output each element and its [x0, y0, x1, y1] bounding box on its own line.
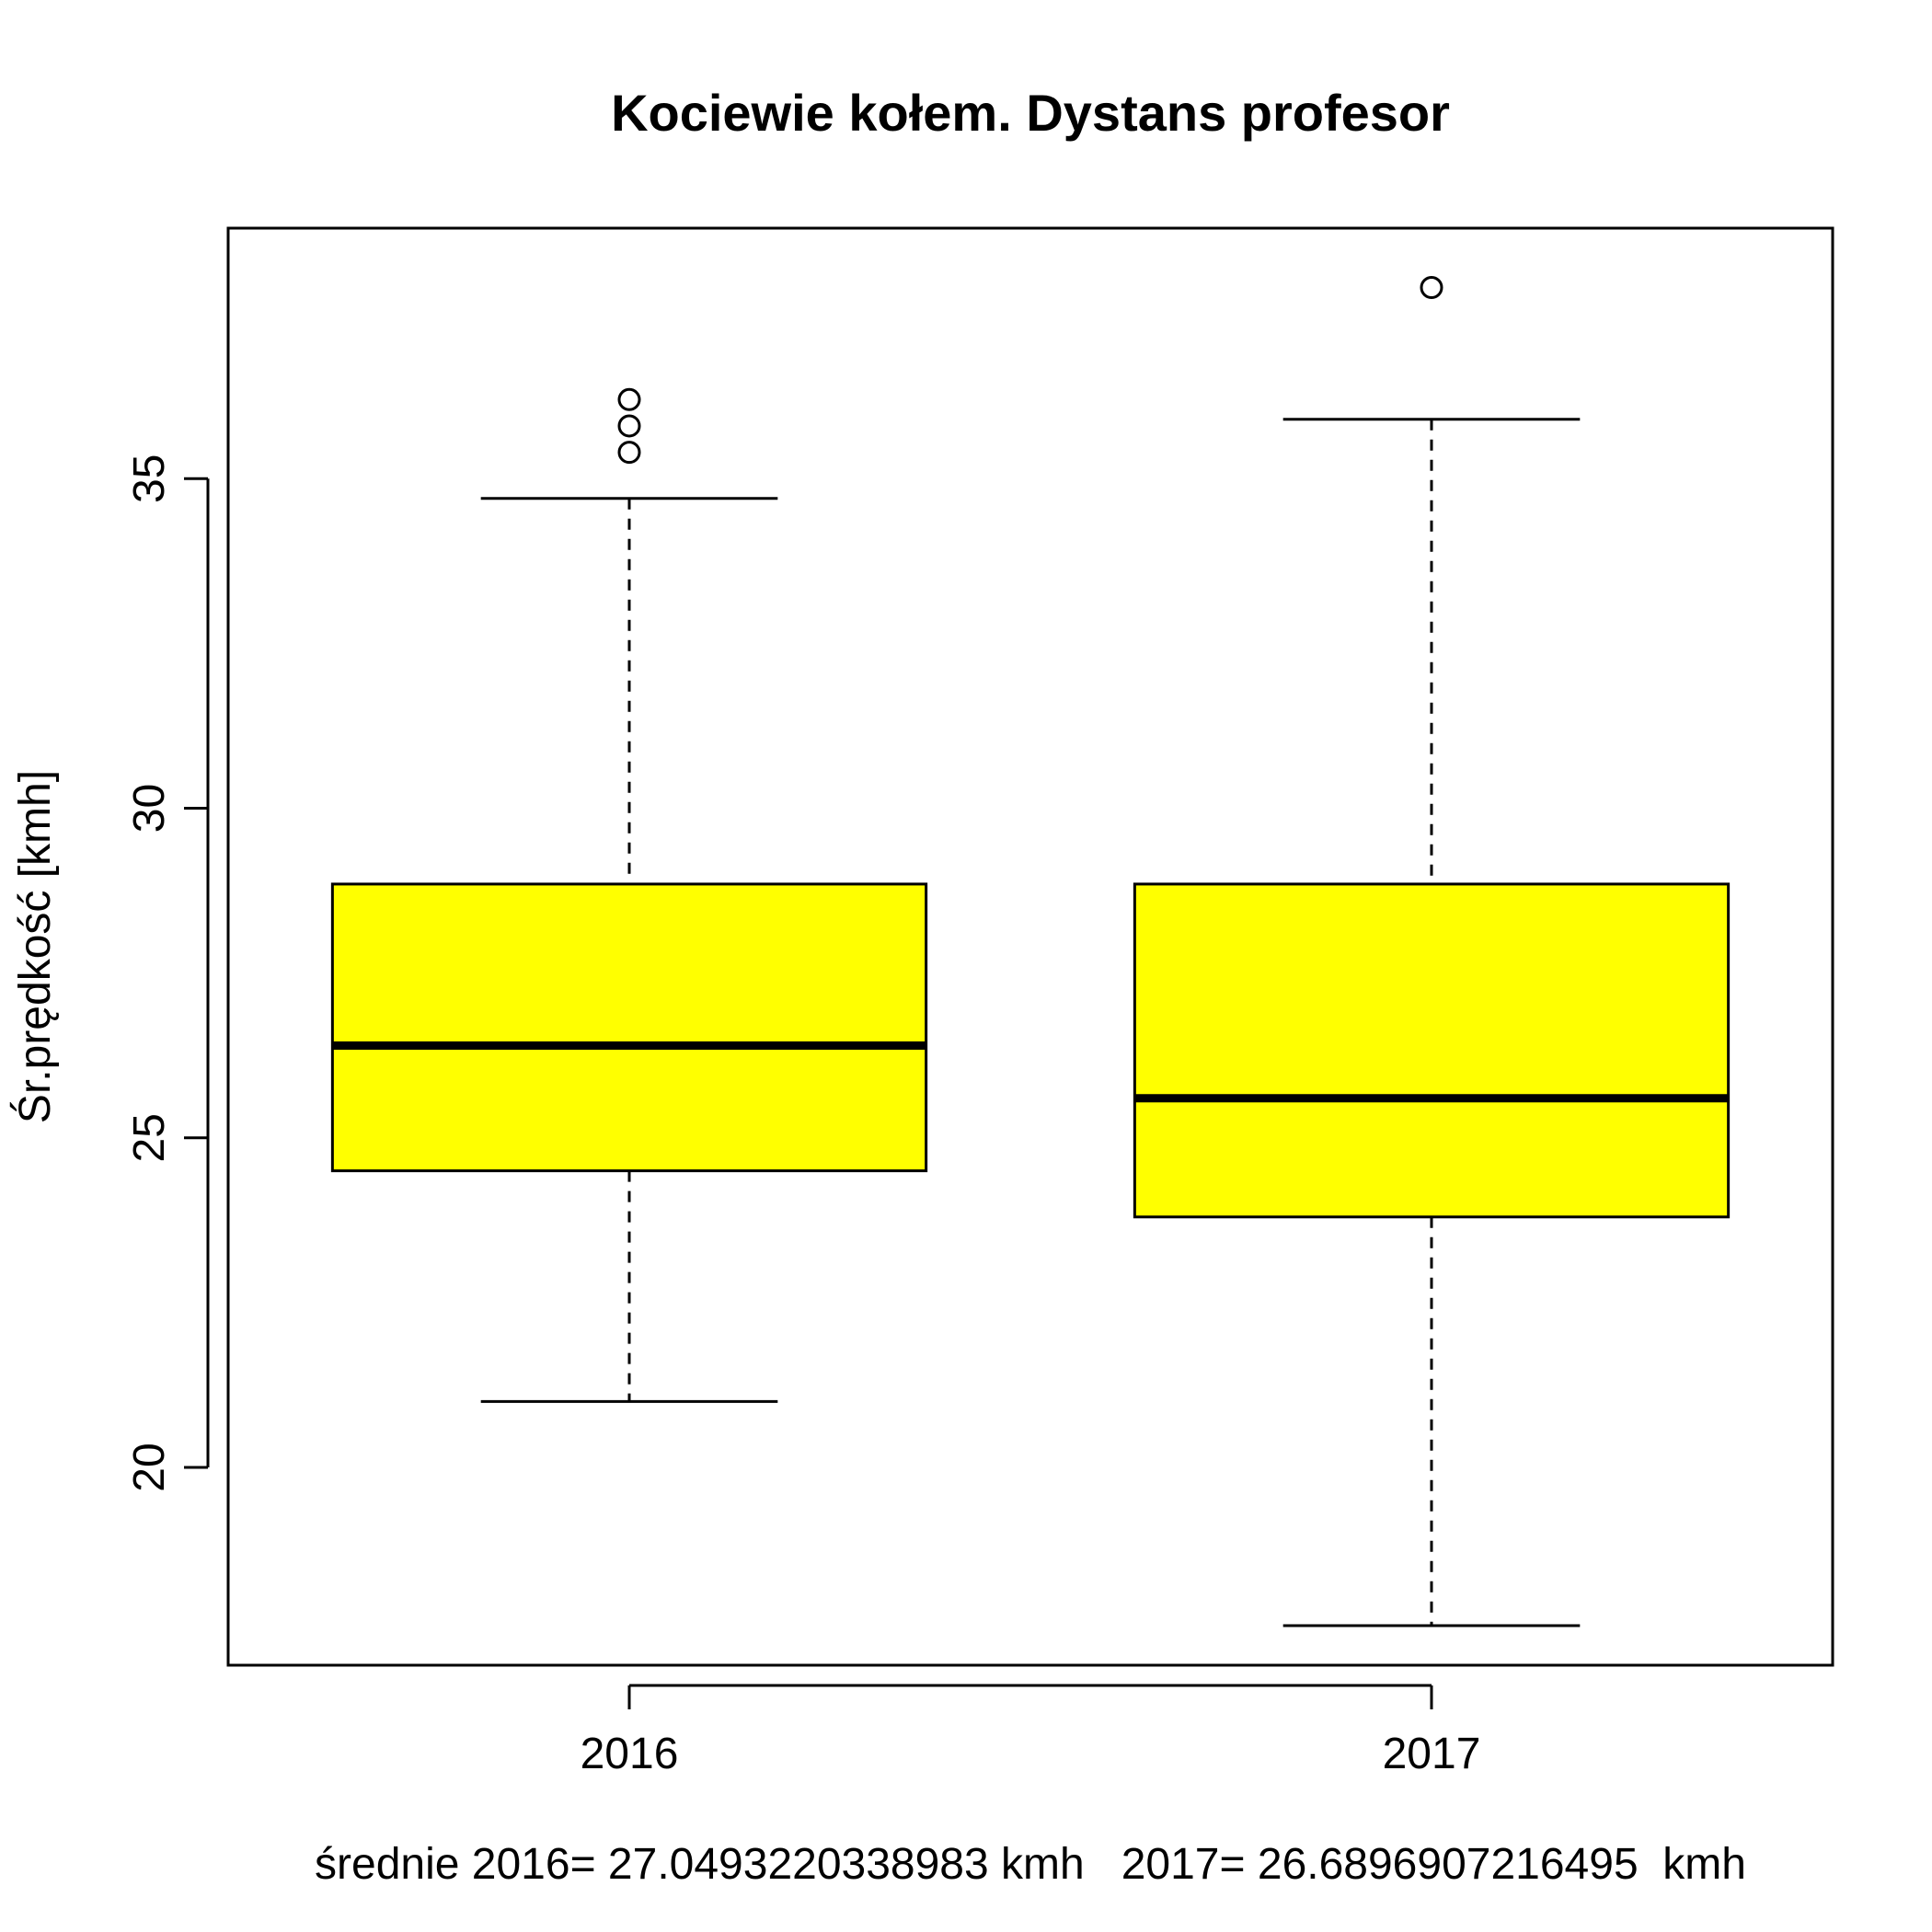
box-iqr: [330, 882, 928, 1173]
y-axis: 20 25 30 35: [125, 454, 210, 1492]
x-axis-label: średnie 2016= 27.0493220338983 kmh 2017=…: [315, 1840, 1746, 1889]
plot-frame: [226, 226, 1834, 1667]
box-2017: [1133, 275, 1731, 1627]
box-iqr: [1133, 882, 1731, 1219]
y-axis-label: Śr.prędkość [kmh]: [9, 770, 60, 1123]
x-tick-label: 2016: [581, 1730, 679, 1778]
chart-title: Kociewie kołem. Dystans profesor: [611, 84, 1450, 142]
outlier-point: [617, 387, 641, 411]
y-tick-label: 35: [125, 454, 174, 503]
x-axis: 2016 2017: [581, 1684, 1481, 1778]
y-tick-label: 25: [125, 1113, 174, 1162]
y-tick-label: 30: [125, 784, 174, 833]
y-tick-label: 20: [125, 1443, 174, 1491]
outlier-point: [1420, 275, 1443, 299]
x-tick-label: 2017: [1383, 1730, 1481, 1778]
outlier-point: [617, 414, 641, 438]
box-series: [330, 275, 1731, 1627]
outlier-point: [617, 441, 641, 465]
box-2016: [330, 387, 928, 1403]
